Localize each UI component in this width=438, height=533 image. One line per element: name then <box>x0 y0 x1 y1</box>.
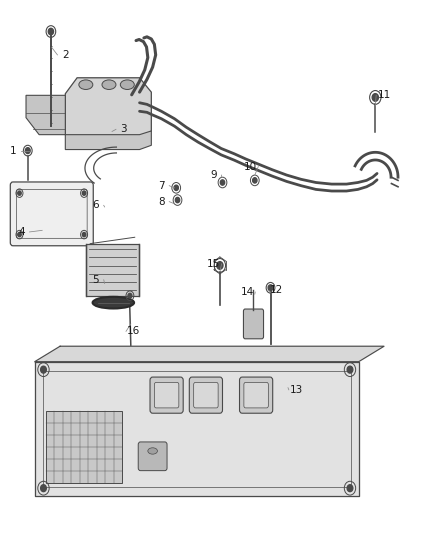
FancyBboxPatch shape <box>11 182 93 246</box>
FancyBboxPatch shape <box>194 382 218 408</box>
Polygon shape <box>65 78 151 147</box>
Text: 10: 10 <box>244 161 257 172</box>
Text: 1: 1 <box>10 146 16 156</box>
FancyBboxPatch shape <box>244 309 264 339</box>
Circle shape <box>48 28 53 35</box>
Text: 12: 12 <box>270 286 283 295</box>
Circle shape <box>41 484 46 491</box>
Circle shape <box>347 484 353 491</box>
Circle shape <box>82 232 86 237</box>
Text: 4: 4 <box>18 227 25 237</box>
FancyBboxPatch shape <box>150 377 183 413</box>
Text: 9: 9 <box>210 170 217 180</box>
Ellipse shape <box>92 297 134 309</box>
FancyBboxPatch shape <box>189 377 223 413</box>
Ellipse shape <box>79 80 93 90</box>
Text: 13: 13 <box>290 385 304 395</box>
Circle shape <box>18 191 21 195</box>
Ellipse shape <box>120 80 134 90</box>
FancyBboxPatch shape <box>154 382 179 408</box>
Text: 3: 3 <box>120 124 127 134</box>
Text: 7: 7 <box>158 181 165 191</box>
Bar <box>46 411 122 483</box>
Text: 2: 2 <box>62 50 69 60</box>
Circle shape <box>18 232 21 237</box>
Text: 14: 14 <box>241 287 254 297</box>
Circle shape <box>220 180 225 185</box>
Text: 15: 15 <box>207 259 220 269</box>
Circle shape <box>174 185 178 190</box>
Text: 16: 16 <box>127 326 141 336</box>
Text: 6: 6 <box>92 200 99 211</box>
Text: 5: 5 <box>92 275 99 285</box>
Polygon shape <box>65 131 151 150</box>
FancyBboxPatch shape <box>240 377 273 413</box>
FancyBboxPatch shape <box>138 442 167 471</box>
Circle shape <box>268 285 273 290</box>
Circle shape <box>347 366 353 373</box>
Text: 8: 8 <box>158 197 165 207</box>
Polygon shape <box>26 95 65 135</box>
Circle shape <box>82 191 86 195</box>
Polygon shape <box>35 346 384 362</box>
Ellipse shape <box>102 80 116 90</box>
Circle shape <box>253 177 257 183</box>
Circle shape <box>175 197 180 203</box>
Circle shape <box>128 293 132 298</box>
Circle shape <box>41 366 46 373</box>
Ellipse shape <box>148 448 157 454</box>
Circle shape <box>217 262 223 269</box>
Bar <box>86 244 139 296</box>
Text: 11: 11 <box>378 90 391 100</box>
Circle shape <box>25 148 30 154</box>
Polygon shape <box>35 362 359 496</box>
Circle shape <box>372 94 378 101</box>
FancyBboxPatch shape <box>244 382 268 408</box>
